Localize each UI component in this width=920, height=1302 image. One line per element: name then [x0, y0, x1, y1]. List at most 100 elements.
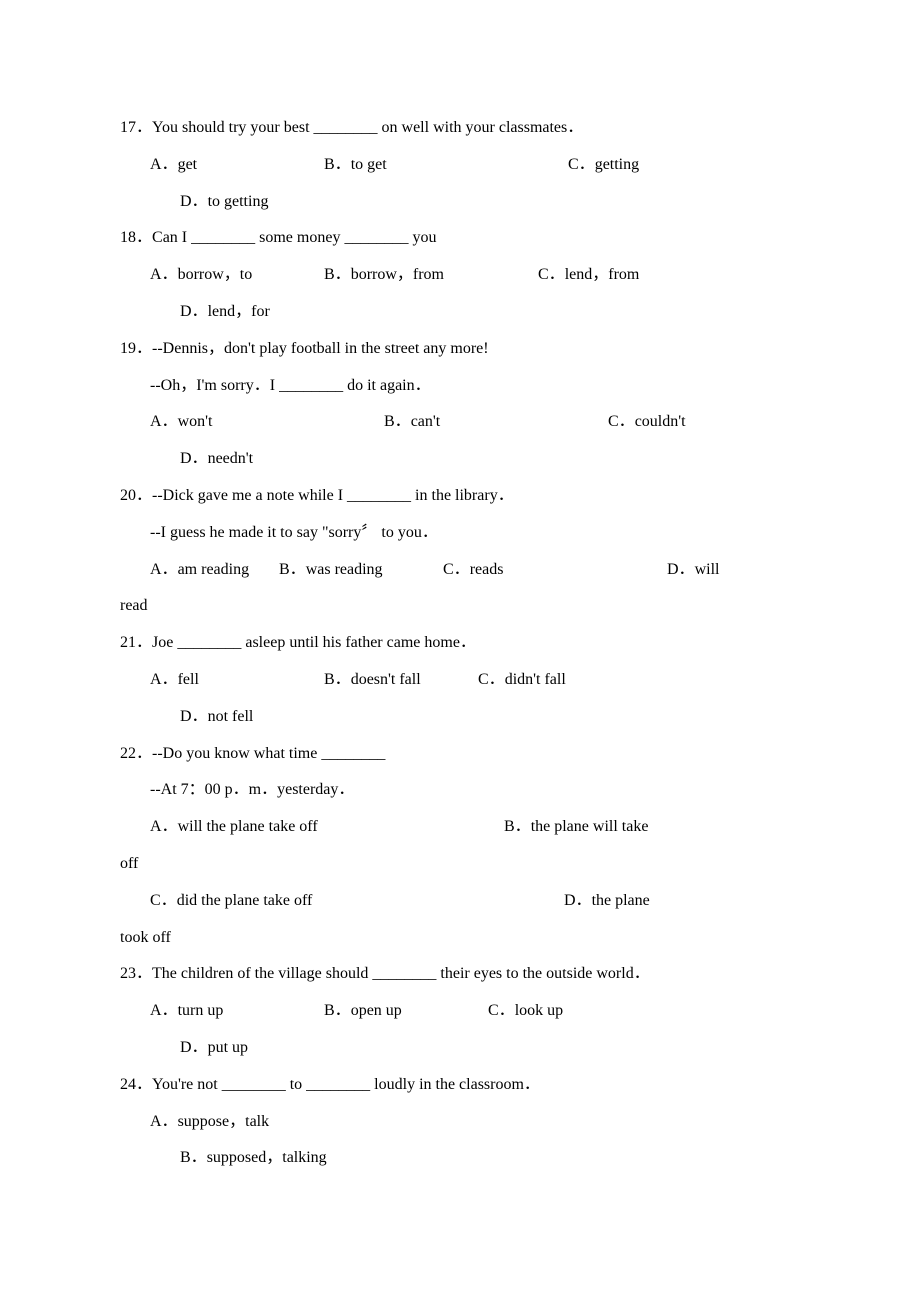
q23-text: The children of the village should _____… — [152, 965, 650, 982]
document-page: 17．You should try your best ________ on … — [0, 0, 920, 1302]
q21-c-text: didn't fall — [505, 671, 566, 688]
q20-opt-c: C．reads — [443, 552, 663, 589]
q20-c-text: reads — [470, 561, 504, 578]
q18-opt-a: A．borrow，to — [150, 257, 320, 294]
q17-c-text: getting — [595, 156, 639, 173]
q19-num: 19 — [120, 340, 136, 357]
q22-c-text: did the plane take off — [177, 892, 313, 909]
q19-text: --Dennis，don't play football in the stre… — [152, 340, 489, 357]
q23-b-text: open up — [351, 1002, 402, 1019]
q23-opt-a: A．turn up — [150, 993, 320, 1030]
question-24-stem: 24．You're not ________ to ________ loudl… — [120, 1067, 800, 1104]
q22-wrap1: off — [120, 846, 800, 883]
q18-num: 18 — [120, 229, 136, 246]
q22-opt-a: A．will the plane take off — [150, 809, 500, 846]
q22-opt-c: C．did the plane take off — [150, 883, 560, 920]
question-23-options: A．turn up B．open up C．look up — [120, 993, 800, 1030]
q20-opt-d: D．will — [667, 552, 719, 589]
q22-d-text: the plane — [592, 892, 650, 909]
question-24-options-a: A．suppose，talk — [120, 1104, 800, 1141]
q17-opt-d: D．to getting — [120, 184, 800, 221]
q19-opt-a: A．won't — [150, 404, 380, 441]
question-23-stem: 23．The children of the village should __… — [120, 956, 800, 993]
question-22-sub: --At 7：00 p．m．yesterday． — [120, 772, 800, 809]
question-20-options: A．am reading B．was reading C．reads D．wil… — [120, 552, 800, 589]
q18-a-text: borrow，to — [178, 266, 253, 283]
question-21-stem: 21．Joe ________ asleep until his father … — [120, 625, 800, 662]
q22-b-text: the plane will take — [531, 818, 649, 835]
q22-opt-d: D．the plane — [564, 883, 650, 920]
q17-text: You should try your best ________ on wel… — [152, 119, 583, 136]
q21-text: Joe ________ asleep until his father cam… — [152, 634, 476, 651]
q24-a-text: suppose，talk — [178, 1113, 270, 1130]
question-22-stem: 22．--Do you know what time ________ — [120, 736, 800, 773]
q21-a-text: fell — [178, 671, 199, 688]
q22-text: --Do you know what time ________ — [152, 745, 385, 762]
q17-b-text: to get — [351, 156, 387, 173]
q23-c-text: look up — [515, 1002, 563, 1019]
q21-opt-b: B．doesn't fall — [324, 662, 474, 699]
q24-b-text: supposed，talking — [207, 1149, 327, 1166]
q22-wrap2: took off — [120, 920, 800, 957]
q23-opt-d: D．put up — [120, 1030, 800, 1067]
q23-a-text: turn up — [178, 1002, 224, 1019]
q20-d-text: will — [695, 561, 720, 578]
q19-opt-d: D．needn't — [120, 441, 800, 478]
q24-opt-b: B．supposed，talking — [120, 1140, 800, 1177]
q21-opt-a: A．fell — [150, 662, 320, 699]
q17-a-text: get — [178, 156, 198, 173]
q19-d-text: needn't — [208, 450, 254, 467]
q23-opt-b: B．open up — [324, 993, 484, 1030]
q24-opt-a: A．suppose，talk — [150, 1104, 269, 1141]
q20-text: --Dick gave me a note while I ________ i… — [152, 487, 514, 504]
question-17-options: A．get B．to get C．getting — [120, 147, 800, 184]
question-21-options: A．fell B．doesn't fall C．didn't fall — [120, 662, 800, 699]
q21-num: 21 — [120, 634, 136, 651]
q18-d-text: lend，for — [208, 303, 270, 320]
q18-b-text: borrow，from — [351, 266, 444, 283]
q20-opt-b: B．was reading — [279, 552, 439, 589]
q18-opt-c: C．lend，from — [538, 257, 639, 294]
q19-a-text: won't — [178, 413, 213, 430]
question-19-stem: 19．--Dennis，don't play football in the s… — [120, 331, 800, 368]
q20-num: 20 — [120, 487, 136, 504]
q23-num: 23 — [120, 965, 136, 982]
q19-c-text: couldn't — [635, 413, 686, 430]
question-20-stem: 20．--Dick gave me a note while I _______… — [120, 478, 800, 515]
question-22-options-row2: C．did the plane take off D．the plane — [120, 883, 800, 920]
question-18-options: A．borrow，to B．borrow，from C．lend，from — [120, 257, 800, 294]
q21-opt-d: D．not fell — [120, 699, 800, 736]
q18-opt-d: D．lend，for — [120, 294, 800, 331]
q18-text: Can I ________ some money ________ you — [152, 229, 436, 246]
q23-opt-c: C．look up — [488, 993, 563, 1030]
question-19-options: A．won't B．can't C．couldn't — [120, 404, 800, 441]
question-17-stem: 17．You should try your best ________ on … — [120, 110, 800, 147]
q20-b-text: was reading — [306, 561, 383, 578]
q17-opt-a: A．get — [150, 147, 320, 184]
q19-opt-b: B．can't — [384, 404, 604, 441]
q21-b-text: doesn't fall — [351, 671, 421, 688]
q18-c-text: lend，from — [565, 266, 640, 283]
q22-num: 22 — [120, 745, 136, 762]
question-18-stem: 18．Can I ________ some money ________ yo… — [120, 220, 800, 257]
q19-opt-c: C．couldn't — [608, 404, 686, 441]
q21-d-text: not fell — [208, 708, 254, 725]
q20-a-text: am reading — [178, 561, 250, 578]
q18-opt-b: B．borrow，from — [324, 257, 534, 294]
question-20-sub: --I guess he made it to say "sorry〞 to y… — [120, 515, 800, 552]
question-22-options-row1: A．will the plane take off B．the plane wi… — [120, 809, 800, 846]
q17-d-text: to getting — [208, 193, 269, 210]
q22-opt-b: B．the plane will take — [504, 809, 648, 846]
q23-d-text: put up — [208, 1039, 248, 1056]
question-19-sub: --Oh，I'm sorry．I ________ do it again． — [120, 368, 800, 405]
q17-opt-b: B．to get — [324, 147, 564, 184]
q24-text: You're not ________ to ________ loudly i… — [152, 1076, 540, 1093]
q20-wrap: read — [120, 588, 800, 625]
q24-num: 24 — [120, 1076, 136, 1093]
q17-num: 17 — [120, 119, 136, 136]
q17-opt-c: C．getting — [568, 147, 639, 184]
q22-a-text: will the plane take off — [178, 818, 318, 835]
q20-opt-a: A．am reading — [150, 552, 275, 589]
q21-opt-c: C．didn't fall — [478, 662, 566, 699]
q19-b-text: can't — [411, 413, 441, 430]
